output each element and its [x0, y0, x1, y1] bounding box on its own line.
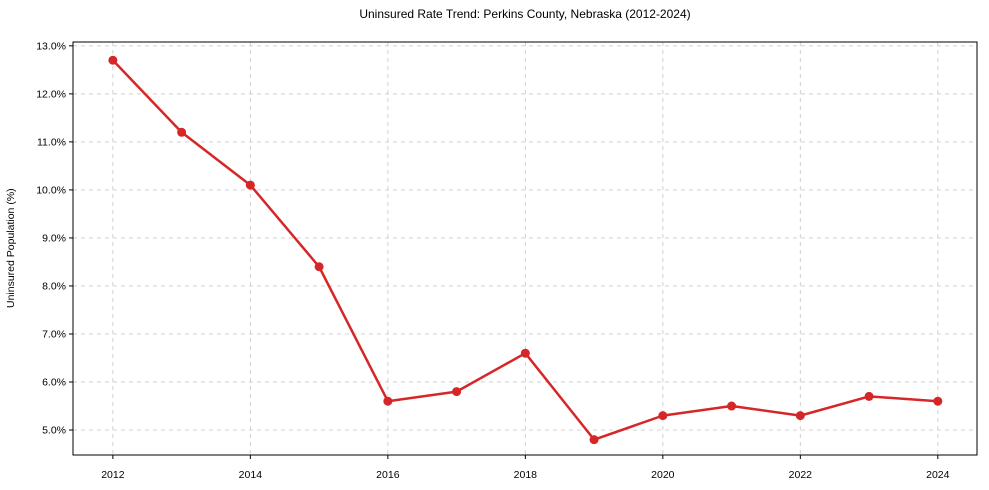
- x-tick-label: 2022: [789, 469, 813, 481]
- x-tick-label: 2020: [651, 469, 675, 481]
- data-point-2022: [795, 411, 805, 421]
- x-tick-label: 2024: [926, 469, 950, 481]
- y-tick-label: 7.0%: [42, 329, 66, 341]
- data-point-2016: [383, 396, 393, 406]
- data-point-2020: [658, 411, 668, 421]
- y-tick-label: 9.0%: [42, 233, 66, 245]
- data-point-2014: [245, 180, 255, 190]
- y-tick-label: 6.0%: [42, 377, 66, 389]
- y-tick-label: 10.0%: [36, 185, 66, 197]
- chart-title: Uninsured Rate Trend: Perkins County, Ne…: [359, 7, 691, 21]
- x-tick-label: 2014: [239, 469, 263, 481]
- x-tick-label: 2018: [514, 469, 538, 481]
- y-tick-label: 11.0%: [37, 136, 66, 148]
- data-point-2013: [177, 127, 187, 137]
- y-tick-label: 5.0%: [42, 425, 66, 437]
- x-tick-label: 2016: [376, 469, 400, 481]
- data-point-2023: [864, 391, 874, 401]
- x-tick-label: 2012: [101, 469, 125, 481]
- data-point-2017: [452, 387, 462, 397]
- data-point-2024: [933, 396, 943, 406]
- y-tick-label: 13.0%: [36, 40, 66, 52]
- y-tick-label: 8.0%: [42, 281, 66, 293]
- data-point-2012: [108, 55, 118, 65]
- data-point-2021: [727, 401, 737, 411]
- data-point-2019: [589, 435, 599, 445]
- y-tick-label: 12.0%: [36, 88, 66, 100]
- data-point-2018: [520, 348, 530, 358]
- axis-frame: [72, 41, 978, 456]
- data-point-2015: [314, 262, 324, 272]
